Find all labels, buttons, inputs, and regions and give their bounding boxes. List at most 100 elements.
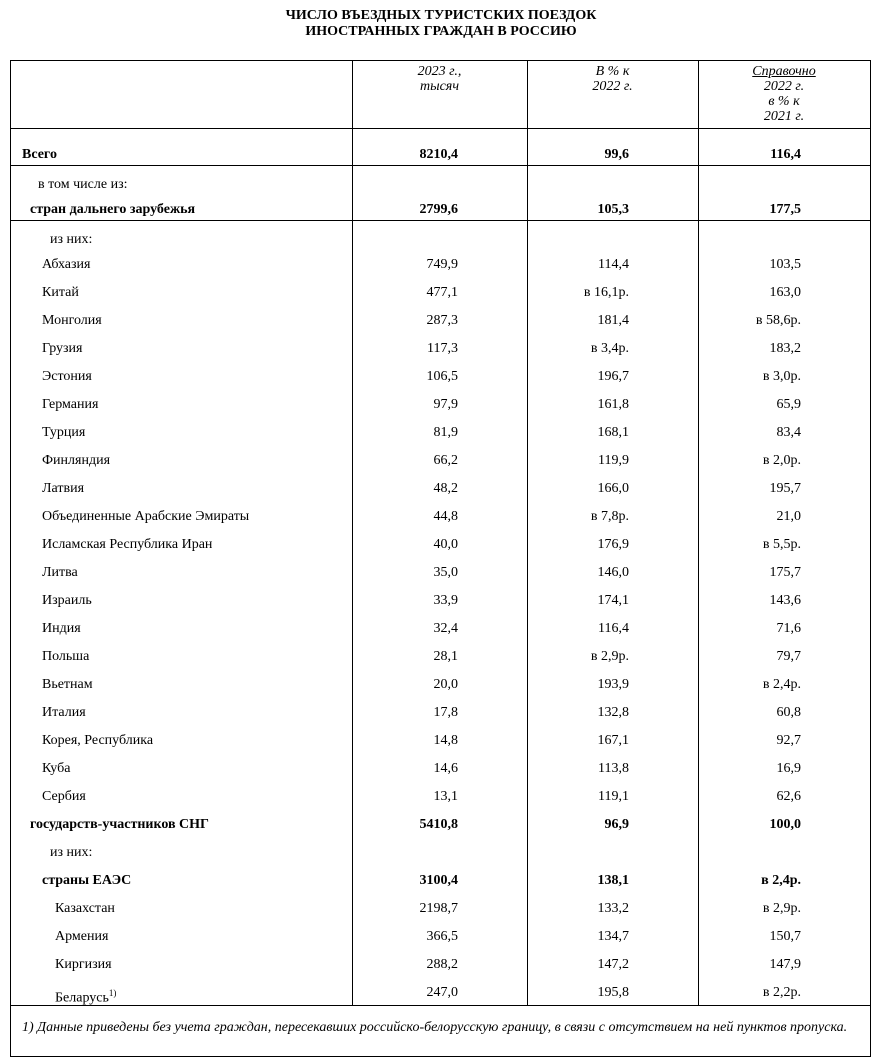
title-line: ЧИСЛО ВЪЕЗДНЫХ ТУРИСТСКИХ ПОЕЗДОК — [285, 8, 597, 23]
value-cell: 177,5 — [769, 202, 802, 217]
column-header: В % к 2022 г. — [592, 64, 633, 94]
value-cell: 132,8 — [597, 705, 630, 720]
value-cell: в 3,0р. — [762, 369, 801, 384]
column-line — [527, 60, 528, 1005]
value-cell: 100,0 — [769, 817, 802, 832]
value-cell: 114,4 — [598, 257, 629, 272]
row-label: Турция — [42, 425, 86, 440]
row-label: страны ЕАЭС — [42, 873, 132, 888]
row-label: Корея, Республика — [42, 733, 154, 748]
footer-line — [10, 1005, 870, 1006]
row-label: Латвия — [42, 481, 85, 496]
title-line: ИНОСТРАННЫХ ГРАЖДАН В РОССИЮ — [305, 24, 577, 39]
value-cell: 193,9 — [597, 677, 630, 692]
value-cell: 2198,7 — [419, 901, 459, 916]
value-cell: 150,7 — [769, 929, 802, 944]
value-cell: 99,6 — [604, 147, 630, 162]
value-cell: 71,6 — [776, 621, 802, 636]
value-cell: 247,0 — [426, 985, 459, 1000]
value-cell: 161,8 — [597, 397, 630, 412]
value-cell: 195,8 — [597, 985, 630, 1000]
row-label: Сербия — [42, 789, 86, 804]
row-label: Польша — [42, 649, 90, 664]
value-cell: в 58,6р. — [755, 313, 801, 328]
column-header: Справочно — [752, 64, 816, 79]
column-line — [698, 60, 699, 1005]
row-label: из них: — [50, 232, 93, 247]
value-cell: 65,9 — [776, 397, 802, 412]
column-header: 2023 г., тысяч — [417, 64, 462, 94]
value-cell: 163,0 — [769, 285, 802, 300]
value-cell: в 2,9р. — [762, 901, 801, 916]
value-cell: в 2,4р. — [762, 677, 801, 692]
value-cell: 181,4 — [597, 313, 630, 328]
value-cell: в 2,2р. — [762, 985, 801, 1000]
row-label: государств-участников СНГ — [30, 817, 209, 832]
value-cell: 14,6 — [433, 761, 459, 776]
value-cell: 17,8 — [433, 705, 459, 720]
value-cell: 33,9 — [433, 593, 459, 608]
value-cell: 174,1 — [597, 593, 630, 608]
value-cell: 287,3 — [426, 313, 459, 328]
footnote: 1) Данные приведены без учета граждан, п… — [22, 1020, 848, 1035]
value-cell: в 5,5р. — [762, 537, 801, 552]
value-cell: 133,2 — [597, 901, 630, 916]
table-border — [10, 60, 871, 1057]
value-cell: 113,8 — [598, 761, 629, 776]
value-cell: 97,9 — [433, 397, 459, 412]
value-cell: 83,4 — [776, 425, 802, 440]
value-cell: 5410,8 — [419, 817, 459, 832]
value-cell: 14,8 — [433, 733, 459, 748]
value-cell: 147,9 — [769, 957, 802, 972]
value-cell: 13,1 — [433, 789, 459, 804]
value-cell: 8210,4 — [419, 147, 459, 162]
value-cell: 28,1 — [433, 649, 459, 664]
row-line — [10, 165, 870, 166]
value-cell: 749,9 — [426, 257, 459, 272]
row-label: Грузия — [42, 341, 83, 356]
value-cell: в 2,0р. — [762, 453, 801, 468]
row-label: Вьетнам — [42, 677, 93, 692]
row-label: Объединенные Арабские Эмираты — [42, 509, 250, 524]
value-cell: 116,4 — [598, 621, 629, 636]
row-label: Израиль — [42, 593, 92, 608]
value-cell: 103,5 — [769, 257, 802, 272]
row-label: Литва — [42, 565, 78, 580]
value-cell: 176,9 — [597, 537, 630, 552]
row-label: Киргизия — [55, 957, 112, 972]
value-cell: 195,7 — [769, 481, 802, 496]
header-line — [10, 128, 870, 129]
value-cell: 81,9 — [433, 425, 459, 440]
value-cell: 62,6 — [776, 789, 802, 804]
row-label: Китай — [42, 285, 79, 300]
value-cell: 40,0 — [433, 537, 459, 552]
value-cell: 119,9 — [598, 453, 629, 468]
value-cell: 60,8 — [776, 705, 802, 720]
value-cell: 167,1 — [597, 733, 630, 748]
value-cell: 175,7 — [769, 565, 802, 580]
value-cell: 183,2 — [769, 341, 802, 356]
row-label: в том числе из: — [38, 177, 128, 192]
value-cell: 146,0 — [597, 565, 630, 580]
value-cell: в 2,9р. — [590, 649, 629, 664]
row-label: Эстония — [42, 369, 92, 384]
column-header: 2022 г. в % к 2021 г. — [763, 79, 805, 124]
value-cell: 166,0 — [597, 481, 630, 496]
value-cell: 288,2 — [426, 957, 459, 972]
row-label: Всего — [22, 147, 57, 162]
column-line — [352, 60, 353, 1005]
value-cell: 79,7 — [776, 649, 802, 664]
value-cell: в 3,4р. — [590, 341, 629, 356]
value-cell: 116,4 — [770, 147, 801, 162]
value-cell: 66,2 — [433, 453, 459, 468]
value-cell: 366,5 — [426, 929, 459, 944]
value-cell: 168,1 — [597, 425, 630, 440]
value-cell: 119,1 — [598, 789, 629, 804]
value-cell: 21,0 — [776, 509, 802, 524]
value-cell: в 16,1р. — [583, 285, 629, 300]
row-label: Германия — [42, 397, 99, 412]
row-label: стран дальнего зарубежья — [30, 202, 196, 217]
row-label: Армения — [55, 929, 109, 944]
value-cell: 96,9 — [604, 817, 630, 832]
